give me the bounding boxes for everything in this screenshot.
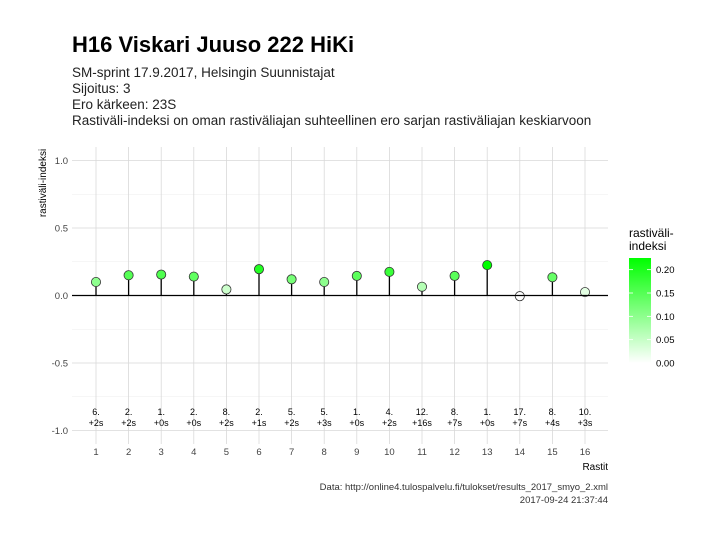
- split-rank-16: 10.: [579, 407, 592, 417]
- grid: [72, 147, 608, 444]
- x-tick-label: 2: [126, 447, 131, 458]
- data-point-13: [482, 260, 493, 271]
- x-tick-label: 4: [191, 447, 196, 458]
- split-rank-3: 1.: [157, 407, 165, 417]
- split-rank-5: 8.: [223, 407, 231, 417]
- legend-tick-label: 0.00: [656, 359, 675, 370]
- y-tick-label: 0.5: [55, 224, 68, 235]
- split-rank-15: 8.: [549, 407, 557, 417]
- legend-title-line-1: rastiväli-: [629, 226, 674, 240]
- data-point-14: [514, 291, 525, 302]
- x-tick-label: 3: [159, 447, 164, 458]
- chart-title: H16 Viskari Juuso 222 HiKi: [72, 32, 355, 57]
- x-axis-label: Rastit: [582, 462, 608, 473]
- legend-title-line-2: indeksi: [629, 239, 666, 253]
- x-tick-label: 7: [289, 447, 294, 458]
- subtitle-line-3: Ero kärkeen: 23S: [72, 97, 177, 112]
- y-tick-label: 1.0: [55, 156, 68, 167]
- legend-tick-label: 0.20: [656, 265, 675, 276]
- y-axis-label: rastiväli-indeksi: [38, 149, 49, 217]
- legend-tick-label: 0.05: [656, 335, 675, 346]
- x-tick-label: 9: [354, 447, 359, 458]
- split-diff-3: +0s: [154, 418, 169, 428]
- split-diff-16: +3s: [578, 418, 593, 428]
- data-point-7: [286, 274, 297, 285]
- x-tick-label: 13: [482, 447, 493, 458]
- legend-tick-label: 0.15: [656, 289, 675, 300]
- data-point-1: [91, 276, 102, 287]
- y-tick-label: -0.5: [52, 359, 68, 370]
- subtitle-line-2: Sijoitus: 3: [72, 81, 131, 96]
- y-tick-label: 0.0: [55, 291, 68, 302]
- split-diff-15: +4s: [545, 418, 560, 428]
- data-point-4: [188, 271, 199, 282]
- x-tick-label: 1: [93, 447, 98, 458]
- split-diff-1: +2s: [89, 418, 104, 428]
- split-rank-4: 2.: [190, 407, 198, 417]
- data-point-16: [580, 287, 591, 298]
- split-rank-6: 2.: [255, 407, 263, 417]
- x-tick-label: 15: [547, 447, 558, 458]
- points: [91, 260, 591, 302]
- split-rank-8: 5.: [320, 407, 328, 417]
- split-diff-12: +7s: [447, 418, 462, 428]
- x-tick-label: 11: [417, 447, 427, 458]
- data-point-8: [319, 276, 330, 287]
- timestamp: 2017-09-24 21:37:44: [519, 495, 608, 506]
- data-source: Data: http://online4.tulospalvelu.fi/tul…: [319, 482, 608, 493]
- legend-tick-label: 0.10: [656, 312, 675, 323]
- subtitle-line-4: Rastiväli-indeksi on oman rastiväliajan …: [72, 113, 592, 128]
- data-point-11: [416, 281, 427, 292]
- split-diff-7: +2s: [284, 418, 299, 428]
- split-diff-8: +3s: [317, 418, 332, 428]
- x-tick-label: 16: [580, 447, 591, 458]
- data-point-9: [351, 270, 362, 281]
- split-rank-1: 6.: [92, 407, 100, 417]
- split-rank-12: 8.: [451, 407, 459, 417]
- split-diff-9: +0s: [349, 418, 364, 428]
- split-diff-13: +0s: [480, 418, 495, 428]
- split-diff-11: +16s: [412, 418, 432, 428]
- data-point-3: [156, 269, 167, 280]
- split-rank-11: 12.: [416, 407, 429, 417]
- split-diff-5: +2s: [219, 418, 234, 428]
- x-tick-label: 5: [224, 447, 229, 458]
- split-diff-4: +0s: [186, 418, 201, 428]
- data-point-10: [384, 266, 395, 277]
- split-diff-14: +7s: [512, 418, 527, 428]
- split-labels: 6.+2s2.+2s1.+0s2.+0s8.+2s2.+1s5.+2s5.+3s…: [89, 407, 593, 428]
- y-tick-label: -1.0: [52, 426, 68, 437]
- subtitle-line-1: SM-sprint 17.9.2017, Helsingin Suunnista…: [72, 65, 335, 80]
- data-point-12: [449, 270, 460, 281]
- x-tick-label: 8: [322, 447, 327, 458]
- x-tick-label: 14: [515, 447, 526, 458]
- split-rank-7: 5.: [288, 407, 296, 417]
- split-diff-10: +2s: [382, 418, 397, 428]
- split-rank-10: 4.: [386, 407, 394, 417]
- split-diff-2: +2s: [121, 418, 136, 428]
- x-tick-label: 6: [256, 447, 261, 458]
- x-tick-label: 10: [384, 447, 395, 458]
- split-diff-6: +1s: [252, 418, 267, 428]
- data-point-15: [547, 272, 558, 283]
- split-rank-9: 1.: [353, 407, 361, 417]
- color-legend: rastiväli- indeksi 0.00 0.05 0.10 0.15 0.20: [629, 226, 675, 370]
- stems: [95, 265, 586, 297]
- split-rank-14: 17.: [514, 407, 527, 417]
- axes: -1.0-0.50.00.51.01 2 3 4 5 6 7 8 9 10 11 12 13 14 15 16: [52, 156, 608, 458]
- data-point-5: [221, 284, 232, 295]
- split-rank-2: 2.: [125, 407, 133, 417]
- split-rank-13: 1.: [483, 407, 491, 417]
- data-point-6: [253, 264, 264, 275]
- legend-colorbar: [629, 258, 651, 363]
- data-point-2: [123, 270, 134, 281]
- x-tick-label: 12: [449, 447, 460, 458]
